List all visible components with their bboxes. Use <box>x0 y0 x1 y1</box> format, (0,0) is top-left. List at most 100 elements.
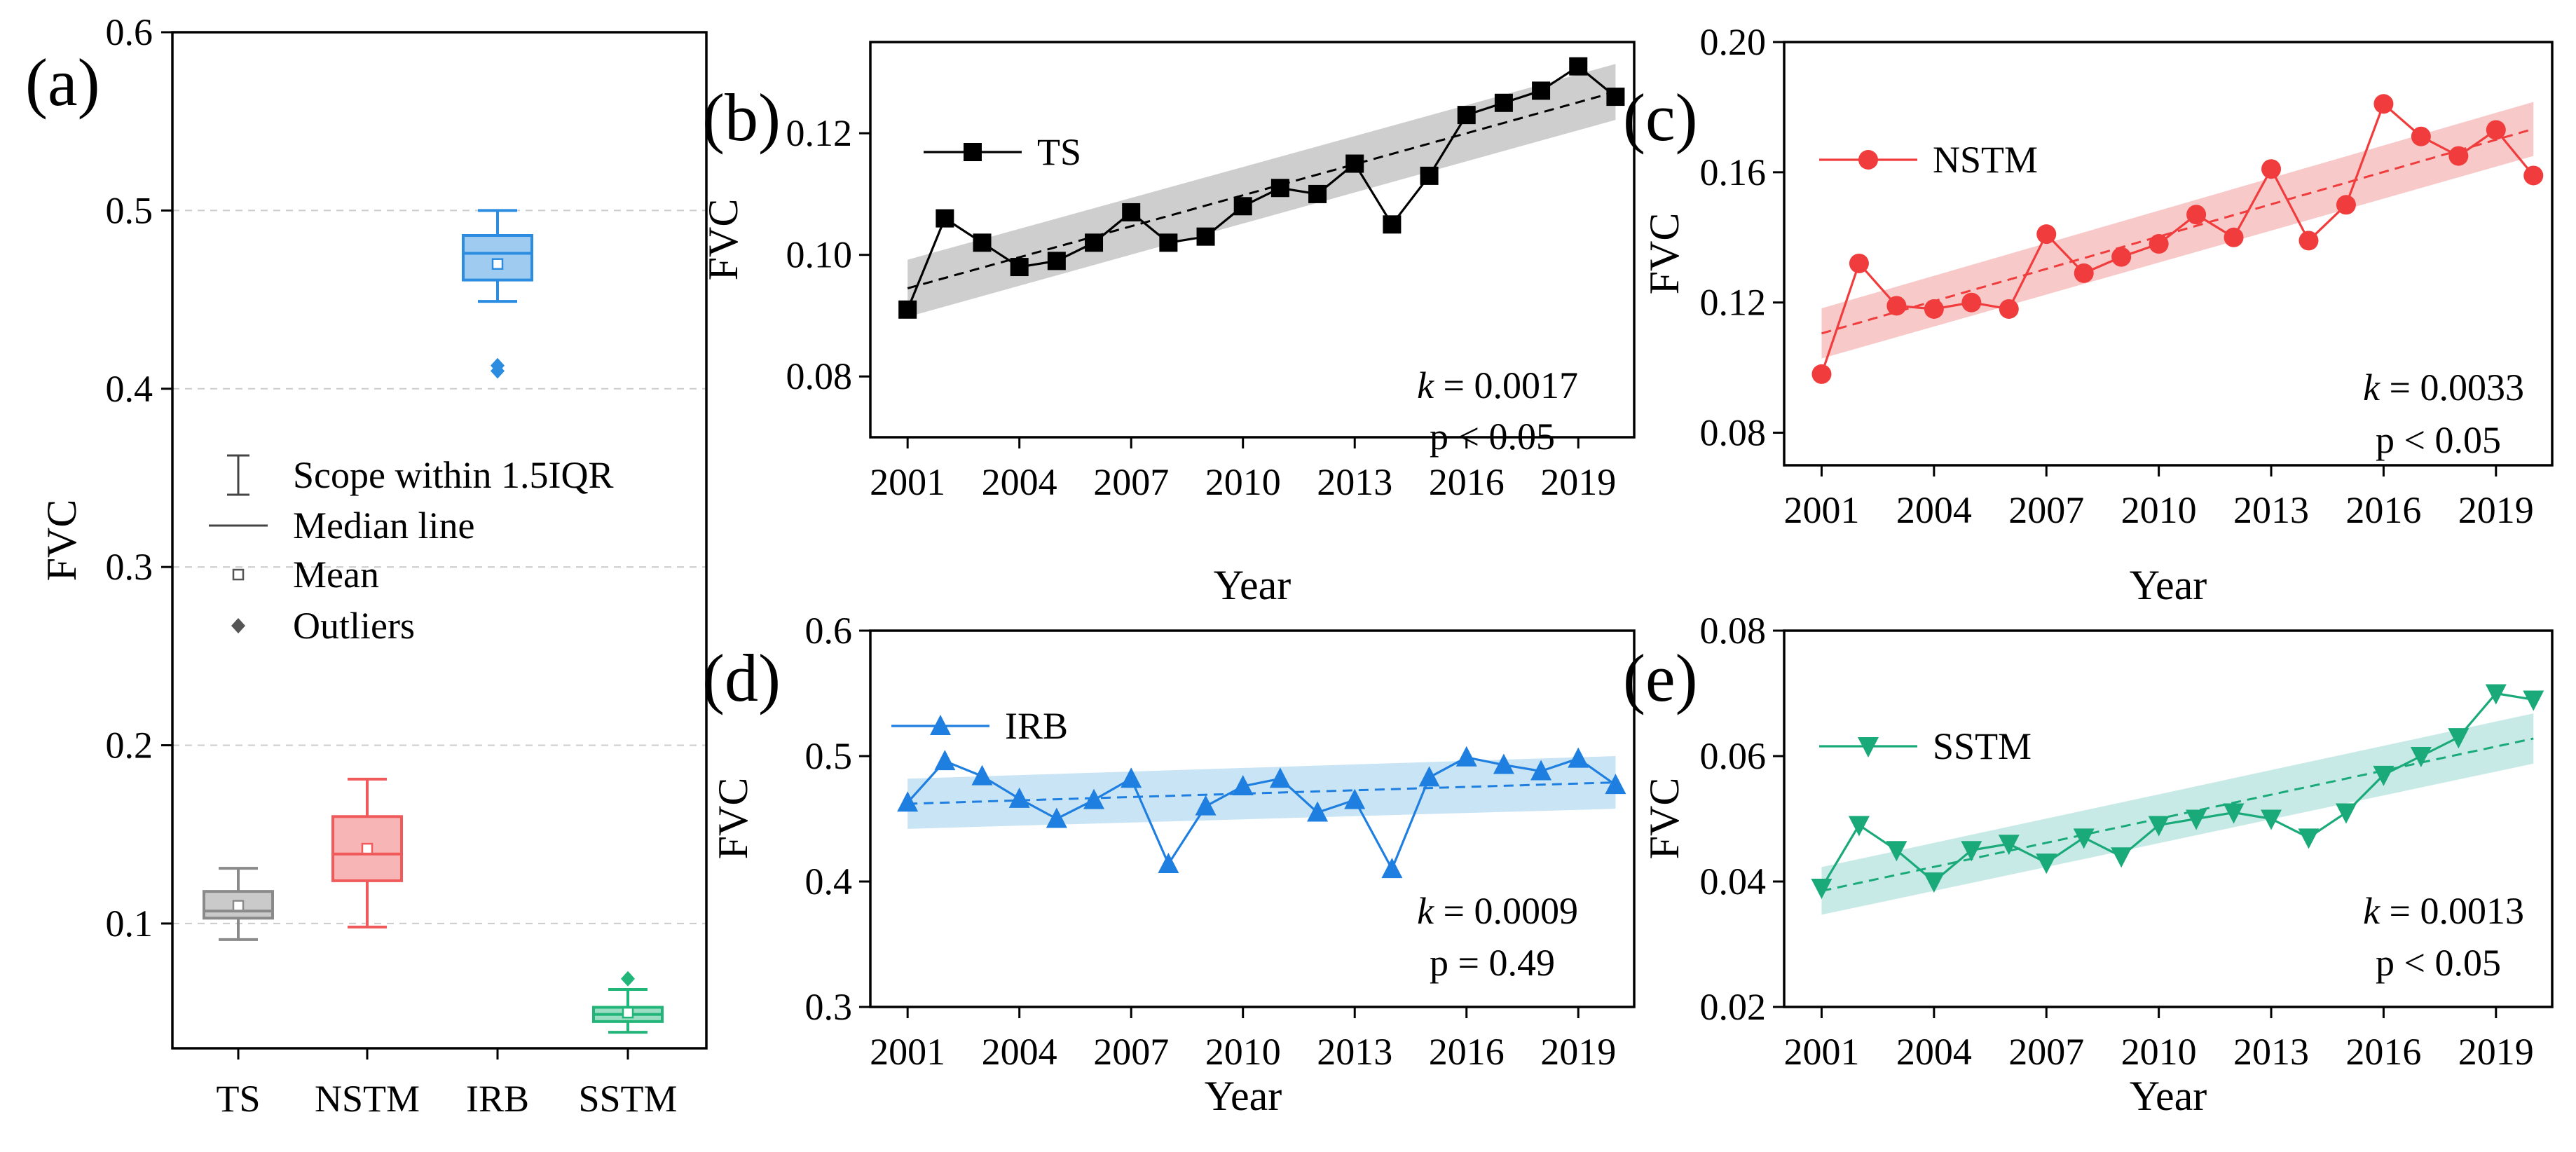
data-point <box>2410 747 2432 767</box>
y-tick-label: 0.20 <box>1700 21 1767 63</box>
legend-label: Mean <box>293 554 379 596</box>
data-point <box>2298 828 2320 849</box>
confidence-band <box>907 64 1616 317</box>
data-point <box>1606 88 1625 107</box>
data-point <box>2186 205 2207 225</box>
data-point <box>2036 853 2057 875</box>
x-tick-label: 2016 <box>2345 489 2421 531</box>
data-point <box>1046 807 1067 828</box>
data-point <box>936 209 954 228</box>
panel-letter: (d) <box>702 640 781 715</box>
panel-letter-a: (a) <box>25 45 100 120</box>
data-point <box>1532 81 1551 100</box>
data-point <box>1420 166 1439 185</box>
legend-outlier-symbol <box>231 618 245 633</box>
y-tick-label: 0.04 <box>1700 860 1767 903</box>
data-point <box>1122 203 1141 221</box>
y-tick-label: 0.08 <box>786 355 853 397</box>
y-tick-label: 0.4 <box>805 860 853 903</box>
data-point <box>898 300 917 319</box>
legend-marker <box>964 143 982 161</box>
data-point <box>2148 816 2170 837</box>
x-tick-label: 2013 <box>2233 1031 2309 1073</box>
x-tick-label: 2007 <box>1093 461 1169 503</box>
data-point <box>2149 234 2169 254</box>
y-tick-label: 0.6 <box>805 610 853 652</box>
data-point <box>1811 364 1832 384</box>
x-tick-label: 2001 <box>1783 489 1859 531</box>
data-point <box>1961 841 1982 862</box>
data-point <box>1455 746 1477 767</box>
y-tick-label: 0.02 <box>1700 986 1767 1028</box>
mean-marker <box>361 842 374 855</box>
x-tick-label: 2019 <box>1540 461 1616 503</box>
legend-label: Scope within 1.5IQR <box>293 454 613 496</box>
plot-frame <box>1783 629 2554 1008</box>
data-point <box>1233 197 1252 216</box>
data-point <box>1849 253 1869 273</box>
x-tick-label: 2004 <box>1896 489 1972 531</box>
p-value-annotation: p < 0.05 <box>2376 419 2501 461</box>
x-tick-label: 2016 <box>1429 1031 1505 1073</box>
data-point <box>1493 753 1514 774</box>
box-sstm <box>592 971 664 1034</box>
data-point <box>2448 728 2469 749</box>
data-point <box>2111 247 2132 267</box>
data-point <box>1811 878 1832 899</box>
outlier-point <box>621 971 635 987</box>
x-tick-label: 2001 <box>1783 1031 1859 1073</box>
x-tick-label: 2013 <box>1317 1031 1392 1073</box>
data-point <box>1886 841 1907 862</box>
x-tick-label: 2019 <box>2458 1031 2534 1073</box>
x-axis-title: Year <box>2130 1073 2207 1119</box>
y-tick-label: 0.6 <box>106 11 153 53</box>
y-tick-label: 0.5 <box>805 735 853 777</box>
data-point <box>897 791 919 812</box>
box-ts <box>203 867 274 941</box>
data-point <box>2335 803 2357 824</box>
data-point <box>1121 767 1142 788</box>
data-point <box>2223 803 2245 824</box>
data-point <box>1196 227 1215 246</box>
data-point <box>934 750 956 771</box>
panel-letter: (e) <box>1623 640 1698 715</box>
x-tick-label-irb: IRB <box>466 1078 529 1120</box>
data-point <box>1270 179 1289 198</box>
y-axis-title: FVC <box>1641 778 1687 860</box>
x-tick-label: 2007 <box>2008 1031 2084 1073</box>
x-tick-label: 2004 <box>982 1031 1057 1073</box>
data-point <box>1569 57 1588 76</box>
legend-label: IRB <box>1005 705 1068 747</box>
data-point <box>1008 787 1030 808</box>
data-point <box>1195 795 1217 816</box>
data-point <box>2485 684 2507 705</box>
p-value-annotation: p < 0.05 <box>1430 416 1555 458</box>
y-tick-label: 0.5 <box>106 189 153 231</box>
data-point <box>1568 747 1589 768</box>
data-point <box>1848 816 1870 837</box>
trend-line <box>1821 128 2534 335</box>
data-point <box>2224 227 2244 247</box>
legend-label: Outliers <box>293 605 415 647</box>
data-point <box>1383 215 1402 234</box>
x-tick-label: 2004 <box>982 461 1057 503</box>
y-tick-label: 0.4 <box>106 368 153 410</box>
x-tick-label: 2013 <box>1317 461 1392 503</box>
y-tick-label: 0.12 <box>786 112 853 154</box>
y-axis-title: FVC <box>1641 213 1687 295</box>
y-tick-label: 0.12 <box>1700 282 1767 324</box>
plot-frame <box>869 629 1636 1008</box>
trend-panel-irb: 0.3 0.4 0.5 0.6 2001 2004 2007 2010 2013 2016 2019… <box>702 610 1636 1119</box>
data-point <box>2111 847 2132 868</box>
slope-annotation: k = 0.0033 <box>2363 366 2524 409</box>
y-tick-label: 0.06 <box>1700 735 1767 777</box>
mean-marker <box>491 258 504 270</box>
slope-annotation: k = 0.0013 <box>2363 890 2524 932</box>
data-point <box>2373 94 2394 114</box>
data-point <box>2486 120 2506 140</box>
legend-marker <box>930 715 951 735</box>
y-tick-label: 0.3 <box>106 546 153 588</box>
x-tick-label: 2019 <box>1540 1031 1616 1073</box>
panel-letter: (b) <box>702 80 781 155</box>
